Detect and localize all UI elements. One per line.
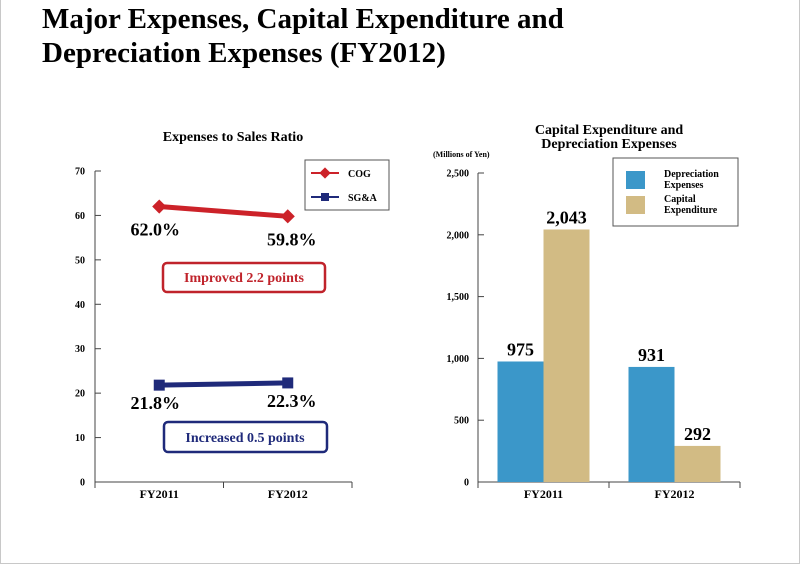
line-y-tick-label: 40 <box>75 300 85 311</box>
line-y-tick-label: 0 <box>80 478 85 489</box>
depreciation-bar-label: 931 <box>638 345 665 365</box>
page-title: Major Expenses, Capital Expenditure and … <box>42 2 762 70</box>
line-y-tick-label: 10 <box>75 433 85 444</box>
line-y-tick-label: 30 <box>75 344 85 355</box>
bar-chart-bars <box>497 229 721 482</box>
sga-point <box>282 377 294 389</box>
cog-point <box>280 209 295 224</box>
bar-chart-x-tick-labels: FY2011 FY2012 <box>524 487 695 501</box>
capex-bar-label: 292 <box>684 424 711 444</box>
depreciation-legend-label-line-2: Expenses <box>664 180 704 191</box>
capex-bar-label: 2,043 <box>546 207 587 227</box>
sga-legend-label: SG&A <box>348 193 378 204</box>
depreciation-legend-label-line-1: Depreciation <box>664 169 719 180</box>
bar-chart-title-line-1: Capital Expenditure and <box>535 123 684 138</box>
line-chart-legend: COG SG&A <box>304 159 390 211</box>
bar-legend-box <box>612 157 739 227</box>
sga-data-label: 21.8% <box>131 393 181 413</box>
bar-y-tick-label: 2,000 <box>447 230 470 241</box>
line-chart-series <box>152 199 295 391</box>
bar-x-tick-label: FY2012 <box>655 487 695 501</box>
depreciation-bar <box>628 366 675 482</box>
page-title-line-2: Depreciation Expenses (FY2012) <box>42 37 446 69</box>
line-chart-axes <box>94 170 353 488</box>
bar-y-tick-label: 500 <box>454 416 469 427</box>
bar-y-tick-label: 1,500 <box>447 292 470 303</box>
sga-legend-marker <box>321 193 329 201</box>
cog-annotation-text: Improved 2.2 points <box>184 271 304 286</box>
line-y-tick-label: 20 <box>75 389 85 400</box>
expenses-ratio-chart: Expenses to Sales Ratio 010203040506070 … <box>75 130 390 501</box>
cog-annotation: Improved 2.2 points <box>161 261 327 294</box>
line-chart-x-tick-labels: FY2011 FY2012 <box>140 487 308 501</box>
sga-data-label: 22.3% <box>267 391 317 411</box>
line-x-tick-label: FY2011 <box>140 487 179 501</box>
bar-chart-y-tick-labels: 0 500 1,000 1,500 2,000 2,500 <box>447 169 470 489</box>
sga-series-line <box>159 380 288 388</box>
page-title-line-1: Major Expenses, Capital Expenditure and <box>42 3 564 35</box>
depreciation-legend-swatch <box>626 171 645 189</box>
cog-series-line <box>159 204 288 219</box>
capex-legend-label-line-1: Capital <box>664 194 696 205</box>
sga-annotation-text: Increased 0.5 points <box>185 431 305 446</box>
bar-chart-unit-label: (Millions of Yen) <box>433 150 490 159</box>
bar-chart-title-line-2: Depreciation Expenses <box>541 137 677 152</box>
bar-chart-legend: Depreciation Expenses Capital Expenditur… <box>612 157 739 227</box>
capex-legend-swatch <box>626 196 645 214</box>
bar-y-tick-label: 2,500 <box>447 169 470 180</box>
depreciation-bar <box>497 361 544 482</box>
line-x-tick-label: FY2012 <box>268 487 308 501</box>
depreciation-bar-label: 975 <box>507 339 534 359</box>
line-chart-data-labels: 62.0% 59.8% 21.8% 22.3% <box>131 220 317 414</box>
bar-chart-data-labels: 975 2,043 931 292 <box>507 207 711 443</box>
sga-annotation-box <box>162 420 329 454</box>
bar-y-tick-label: 0 <box>464 478 469 489</box>
bar-x-tick-label: FY2011 <box>524 487 563 501</box>
line-chart-title: Expenses to Sales Ratio <box>163 130 303 145</box>
line-y-tick-label: 70 <box>75 167 85 178</box>
cog-legend-marker <box>319 167 331 179</box>
cog-annotation-box <box>161 261 327 294</box>
sga-annotation: Increased 0.5 points <box>162 420 329 454</box>
line-y-tick-label: 60 <box>75 211 85 222</box>
capex-depreciation-chart: Capital Expenditure and Depreciation Exp… <box>433 123 741 501</box>
line-legend-box <box>304 159 390 211</box>
bar-y-tick-label: 1,000 <box>447 354 470 365</box>
capex-bar <box>543 229 590 482</box>
cog-data-label: 62.0% <box>131 220 181 240</box>
cog-data-label: 59.8% <box>267 229 317 249</box>
capex-legend-label-line-2: Expenditure <box>664 205 718 216</box>
sga-point <box>153 379 165 391</box>
line-y-tick-label: 50 <box>75 255 85 266</box>
line-chart-y-tick-labels: 0 10 20 30 40 50 60 70 <box>75 167 85 489</box>
cog-legend-label: COG <box>348 169 371 180</box>
capex-bar <box>674 445 721 482</box>
cog-point <box>152 199 167 214</box>
